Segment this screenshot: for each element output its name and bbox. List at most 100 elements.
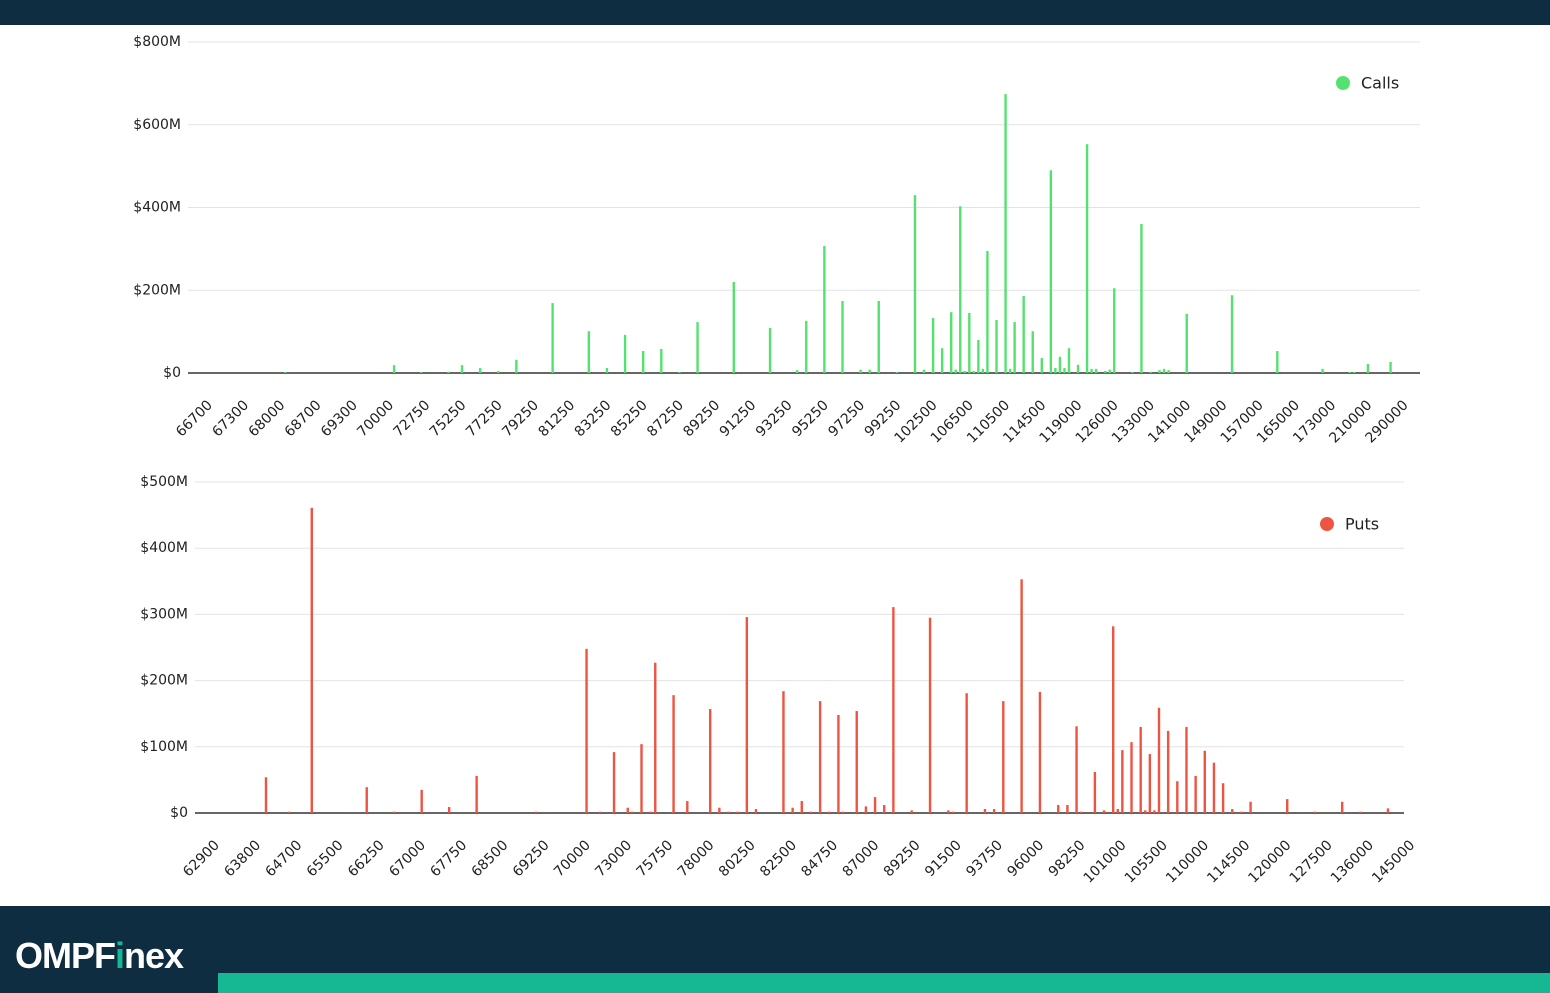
bar [1176,781,1179,813]
x-tick-label: 75750 [634,837,677,880]
bar [708,709,712,813]
bar [1022,296,1025,373]
bar [1057,805,1060,813]
bar [910,810,913,813]
bar [1020,579,1023,813]
bar [264,777,268,813]
x-tick-label: 64700 [263,837,306,880]
bar [1353,372,1356,373]
logo-part: i [115,935,124,976]
bar [696,322,699,373]
x-tick-label: 93250 [753,397,796,440]
bar [791,807,794,813]
bar [1116,809,1119,813]
bar [727,811,730,813]
bar [1040,358,1043,373]
logo-part: nex [124,935,184,976]
bar [649,811,652,813]
bar [393,811,396,813]
bar [551,303,554,373]
bar [977,339,980,373]
bar [1249,801,1252,813]
bar [892,607,895,813]
bar [950,312,953,373]
y-tick-label: $500M [140,474,188,490]
bar [1276,351,1279,373]
bar [841,811,845,813]
x-tick-label: 62900 [180,837,223,880]
bar [1004,94,1007,373]
bar [1230,295,1234,373]
bar [1366,363,1370,373]
bar [1002,701,1005,813]
bar [1093,771,1097,813]
bar [1131,372,1134,373]
x-tick-label: 89250 [680,397,723,440]
bar [475,775,478,813]
y-tick-label: $800M [133,34,181,50]
bar [1094,368,1098,373]
bar [981,368,985,373]
bar [1144,810,1147,813]
bar [365,787,368,813]
bar [1240,811,1243,813]
legend-marker [1336,76,1350,90]
x-tick-label: 87000 [840,837,883,880]
y-tick-label: $0 [170,805,188,821]
bar [995,320,998,373]
bar [623,334,627,373]
legend-label: Calls [1361,74,1399,93]
x-tick-label: 136000 [1328,837,1377,886]
bar [1185,313,1188,373]
bar [1121,750,1124,813]
bar [745,617,749,813]
bar [951,811,955,813]
bar [1013,322,1016,373]
bar [883,805,886,813]
x-tick-label: 145000 [1369,837,1418,886]
bar [859,369,862,373]
x-tick-label: 69250 [510,837,553,880]
bar [1111,626,1115,813]
x-tick-label: 66700 [173,397,216,440]
x-tick-label: 127500 [1287,837,1336,886]
x-tick-label: 120000 [1245,837,1294,886]
bar [972,370,976,373]
x-tick-label: 67000 [386,837,429,880]
x-tick-label: 93750 [963,837,1006,880]
bar [1139,726,1142,813]
bar [1079,811,1083,813]
x-tick-label: 68500 [469,837,512,880]
bar [1063,368,1066,373]
bar [940,348,944,373]
bar [1076,364,1080,373]
bar [660,349,663,373]
bar [873,797,877,813]
bar [1104,370,1107,373]
bar [310,507,313,813]
bar [931,317,935,373]
x-tick-label: 65500 [304,837,347,880]
x-tick-label: 79250 [499,397,542,440]
bar [585,648,588,813]
bar [420,789,423,813]
bar [287,811,291,813]
bar [1130,742,1133,813]
bar [805,320,808,373]
x-tick-label: 84750 [798,837,841,880]
logo-part: OMPF [15,935,115,976]
bar [1389,361,1392,373]
bar [809,811,813,813]
bar [1162,368,1166,373]
bar [1085,144,1089,373]
bar [672,695,675,813]
bar [947,810,950,813]
x-tick-label: 75250 [427,397,470,440]
x-tick-label: 63800 [221,837,264,880]
bar [1038,691,1042,813]
bar [1108,369,1111,373]
y-tick-label: $200M [133,282,181,298]
bar [1321,368,1324,373]
bar [1075,726,1078,813]
x-tick-label: 81250 [535,397,578,440]
